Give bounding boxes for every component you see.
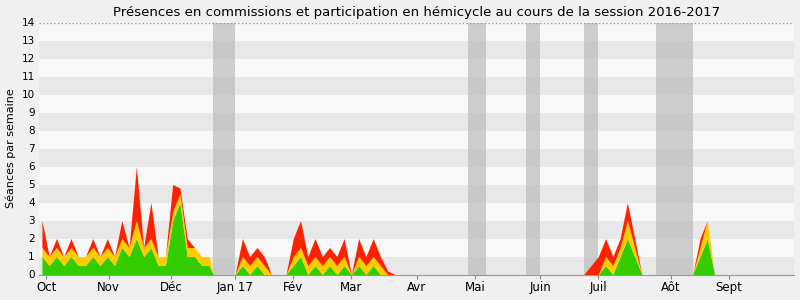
Bar [39,220,794,238]
Bar [39,22,794,40]
Bar [39,184,794,202]
Title: Présences en commissions et participation en hémicycle au cours de la session 20: Présences en commissions et participatio… [113,6,720,19]
Bar [39,202,794,220]
Bar [39,76,794,94]
Bar [467,22,486,274]
Bar [657,22,693,274]
Bar [526,22,540,274]
Bar [39,238,794,256]
Bar [39,148,794,166]
Bar [584,22,598,274]
Bar [39,167,794,184]
Bar [39,130,794,148]
Bar [39,256,794,274]
Bar [39,40,794,58]
Bar [39,58,794,76]
Bar [39,94,794,112]
Bar [39,112,794,130]
Y-axis label: Séances par semaine: Séances par semaine [6,88,16,208]
Bar [214,22,235,274]
